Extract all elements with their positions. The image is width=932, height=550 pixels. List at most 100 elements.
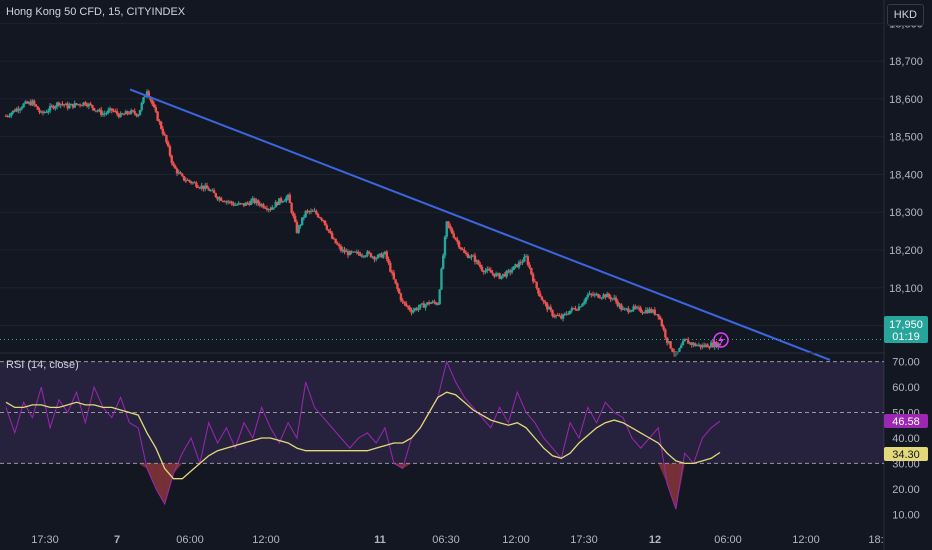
- candle-body: [588, 293, 591, 295]
- candle-body: [583, 301, 586, 304]
- candle-body: [431, 301, 434, 303]
- candle-body: [85, 104, 89, 107]
- candle-body: [145, 91, 149, 96]
- candle-body: [101, 114, 105, 116]
- candle-body: [189, 181, 193, 184]
- candle-body: [272, 207, 276, 209]
- candle-body: [434, 302, 438, 305]
- candle-body: [621, 308, 625, 310]
- candle-body: [655, 314, 658, 316]
- candle-body: [40, 111, 43, 113]
- candle-body: [202, 185, 205, 190]
- candle-body: [10, 112, 13, 116]
- candle-body: [547, 307, 551, 310]
- candle-body: [131, 110, 135, 112]
- candle-body: [57, 102, 61, 106]
- candle-body: [694, 343, 697, 346]
- candle-body: [221, 200, 225, 202]
- candle-body: [709, 342, 713, 348]
- candle-body: [479, 264, 482, 268]
- candle-body: [535, 281, 538, 288]
- candle-body: [205, 185, 209, 189]
- candle-body: [685, 338, 688, 340]
- candle-body: [207, 188, 210, 191]
- lightning-alert-icon[interactable]: [713, 332, 729, 348]
- candle-body: [669, 341, 672, 349]
- candle-body: [507, 270, 510, 272]
- rsi-oversold-area: [155, 463, 165, 505]
- candle-body: [447, 221, 450, 226]
- candle-body: [300, 217, 304, 225]
- candle-body: [456, 239, 459, 242]
- candle-body: [549, 307, 552, 311]
- candle-body: [87, 103, 91, 107]
- candle-body: [34, 104, 38, 107]
- symbol-title[interactable]: Hong Kong 50 CFD, 15, CITYINDEX: [6, 6, 186, 18]
- price-tick-label: 18,600: [889, 94, 923, 106]
- candle-body: [450, 228, 454, 234]
- candle-body: [214, 193, 217, 197]
- candle-body: [78, 104, 82, 106]
- candle-body: [239, 203, 242, 205]
- candle-body: [304, 210, 307, 217]
- candle-body: [427, 302, 431, 305]
- candle-body: [717, 343, 720, 348]
- candle-body: [399, 293, 403, 301]
- candle-body: [486, 268, 489, 271]
- candle-body: [242, 203, 246, 206]
- candle-body: [179, 172, 182, 175]
- candle-body: [114, 111, 117, 113]
- candle-body: [327, 229, 330, 232]
- candle-body: [362, 255, 366, 257]
- rsi-oversold-area: [675, 463, 685, 510]
- rsi-line: [5, 360, 721, 510]
- candle-body: [697, 344, 701, 346]
- candle-body: [687, 339, 690, 344]
- candle-body: [38, 109, 41, 113]
- candle-body: [103, 113, 106, 115]
- candle-body: [204, 185, 207, 190]
- candle-body: [632, 306, 635, 311]
- candle-body: [302, 216, 306, 218]
- candle-body: [396, 283, 399, 289]
- candle-body: [50, 105, 54, 107]
- candle-body: [290, 203, 293, 213]
- candle-body: [383, 251, 387, 255]
- candle-body: [701, 345, 704, 348]
- candle-body: [322, 220, 325, 222]
- candle-body: [151, 100, 154, 105]
- candle-body: [639, 307, 642, 313]
- candle-body: [11, 110, 15, 113]
- candle-body: [271, 207, 274, 210]
- trendline[interactable]: [129, 88, 831, 361]
- candle-body: [263, 207, 267, 209]
- candle-body: [653, 309, 656, 315]
- currency-button[interactable]: HKD: [886, 4, 924, 26]
- candle-body: [17, 108, 20, 111]
- candle-body: [641, 312, 644, 314]
- candle-body: [579, 306, 582, 308]
- candle-body: [256, 200, 260, 204]
- candle-body: [369, 253, 373, 258]
- candle-body: [260, 204, 263, 206]
- candle-body: [184, 180, 188, 182]
- candle-body: [523, 256, 526, 262]
- candle-body: [375, 258, 378, 260]
- candle-body: [255, 200, 258, 204]
- price-tick-label: 18,200: [889, 245, 923, 257]
- candle-body: [692, 343, 695, 345]
- rsi-title[interactable]: RSI (14, close): [6, 359, 79, 371]
- rsi-ma-badge-bg: [884, 447, 928, 461]
- candle-body: [45, 111, 48, 113]
- rsi-tick-label: 10.00: [892, 509, 920, 521]
- candle-body: [313, 210, 316, 212]
- time-tick-label: 17:30: [570, 534, 598, 546]
- candle-body: [20, 107, 24, 109]
- price-tick-label: 18,700: [889, 56, 923, 68]
- candle-body: [119, 113, 122, 118]
- candle-body: [413, 308, 417, 311]
- candle-body: [138, 109, 142, 116]
- candle-body: [334, 238, 337, 244]
- candle-body: [193, 182, 196, 184]
